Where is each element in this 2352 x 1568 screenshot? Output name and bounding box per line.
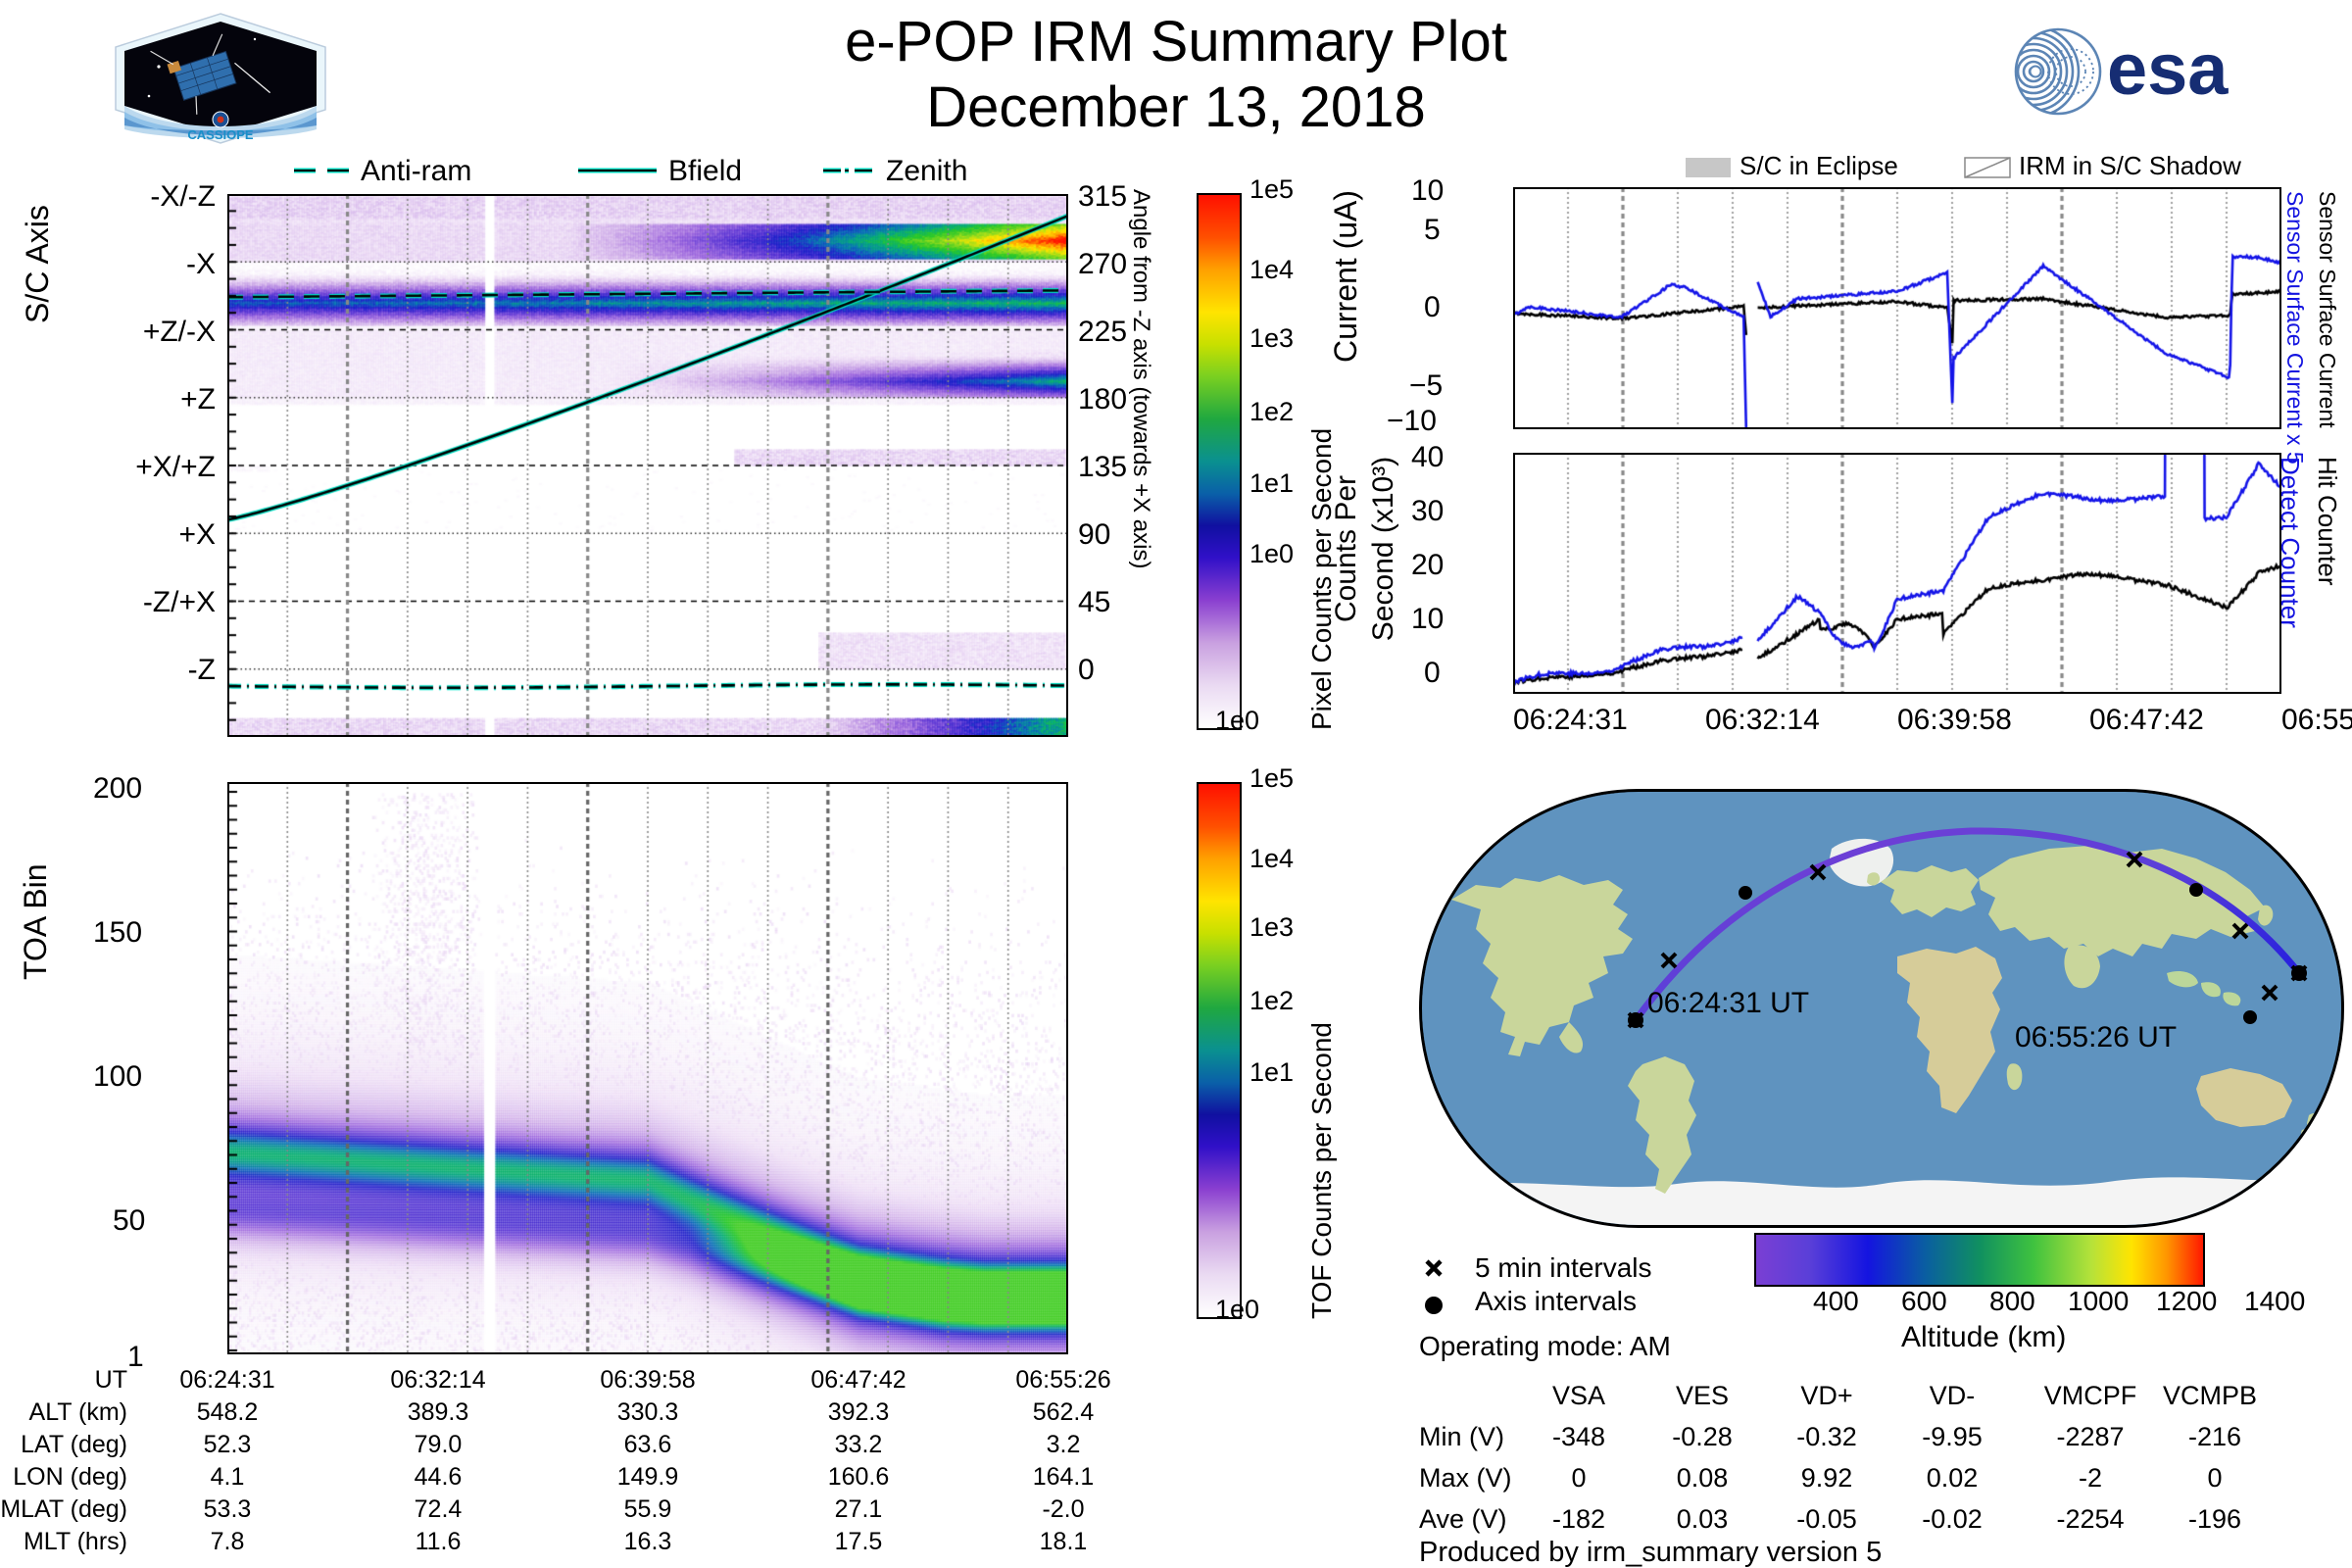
svg-text:S/C in Eclipse: S/C in Eclipse: [1740, 151, 1898, 180]
svg-text:CASSIOPE: CASSIOPE: [187, 127, 254, 142]
svg-text:IRM in S/C Shadow: IRM in S/C Shadow: [2019, 151, 2241, 180]
svg-text:esa: esa: [2107, 28, 2229, 110]
svg-text:06:24:31 UT: 06:24:31 UT: [1647, 987, 1809, 1019]
svg-text:Anti-ram: Anti-ram: [361, 159, 471, 187]
svg-text:Bfield: Bfield: [668, 159, 742, 187]
svg-text:Zenith: Zenith: [886, 159, 967, 187]
svg-text:06:55:26 UT: 06:55:26 UT: [2015, 1021, 2177, 1054]
